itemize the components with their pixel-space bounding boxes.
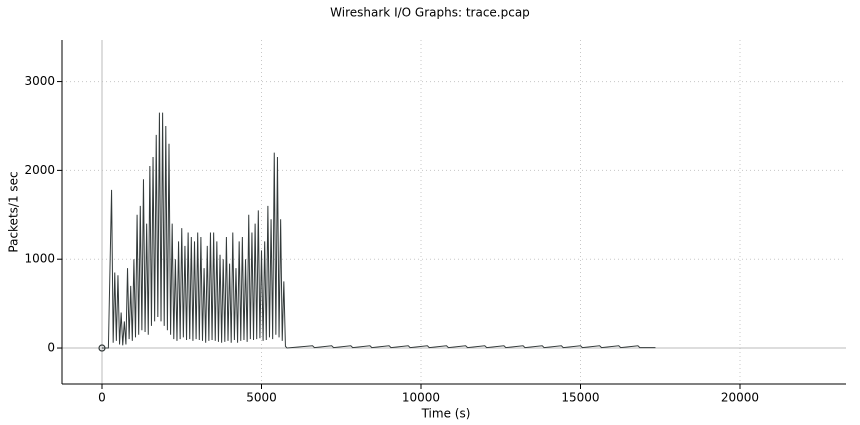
x-tick-label: 15000 (561, 391, 599, 405)
y-tick-label: 3000 (24, 74, 55, 88)
x-tick-label: 0 (98, 391, 106, 405)
point-marker (98, 344, 106, 352)
y-tick-label: 2000 (24, 163, 55, 177)
data-line (102, 112, 656, 349)
chart-title: Wireshark I/O Graphs: trace.pcap (330, 6, 530, 20)
x-axis-label: Time (s) (421, 407, 471, 421)
y-tick-label: 0 (47, 341, 55, 355)
x-tick-label: 5000 (246, 391, 277, 405)
x-tick-label: 10000 (402, 391, 440, 405)
y-tick-label: 1000 (24, 252, 55, 266)
y-axis-label: Packets/1 sec (7, 171, 21, 252)
x-tick-label: 20000 (721, 391, 759, 405)
